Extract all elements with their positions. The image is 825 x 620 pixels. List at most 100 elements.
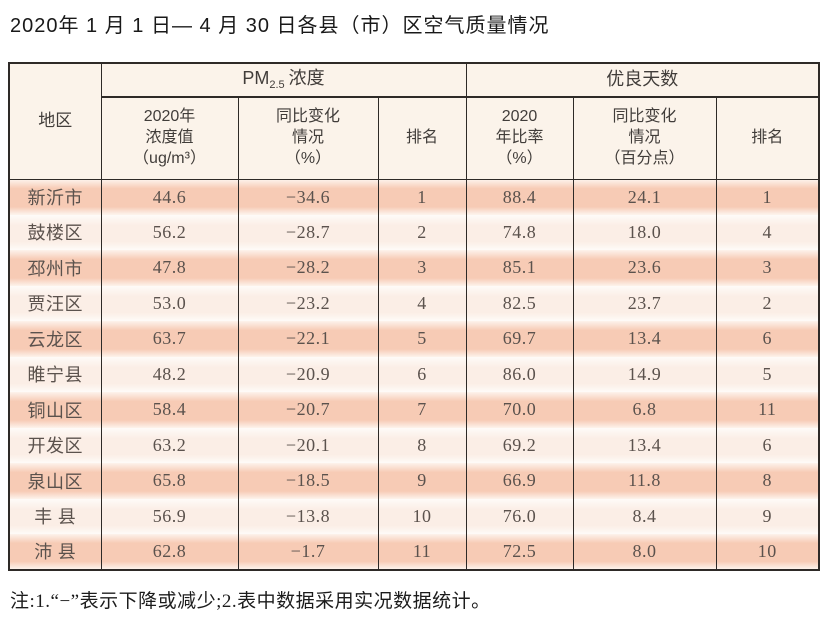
cell-days-rate: 70.0 [465,392,574,428]
cell-pm-value: 58.4 [100,392,239,428]
table-row: 邳州市 47.8 −28.2 3 85.1 23.6 3 [8,250,820,286]
table-row: 睢宁县 48.2 −20.9 6 86.0 14.9 5 [8,356,820,392]
cell-pm-change: −1.7 [237,534,379,570]
air-quality-table: 地区 PM2.5 浓度 优良天数 2020年 浓度值 （ug/m³） 同比变化 情… [8,62,820,571]
table-body: 新沂市 44.6 −34.6 1 88.4 24.1 1 鼓楼区 56.2 −2… [8,179,820,570]
pm25-label-rest: 浓度 [288,68,325,89]
cell-days-rate: 66.9 [465,463,574,499]
cell-pm-value: 65.8 [100,463,239,499]
cell-region: 开发区 [8,427,102,463]
cell-days-rank: 4 [715,214,820,250]
cell-pm-rank: 3 [377,250,467,286]
pm25-label-sub: 2.5 [269,79,285,92]
cell-pm-change: −23.2 [237,285,379,321]
cell-region: 鼓楼区 [8,214,102,250]
cell-days-rank: 5 [715,356,820,392]
cell-pm-value: 44.6 [100,179,239,215]
header-days-rate: 2020 年比率 （%） [465,96,574,180]
cell-days-change: 11.8 [572,463,717,499]
cell-pm-rank: 9 [377,463,467,499]
header-region: 地区 [8,62,102,180]
header-pm-value: 2020年 浓度值 （ug/m³） [100,96,239,180]
table-row: 铜山区 58.4 −20.7 7 70.0 6.8 11 [8,392,820,428]
cell-pm-change: −22.1 [237,321,379,357]
cell-region: 睢宁县 [8,356,102,392]
cell-region: 铜山区 [8,392,102,428]
cell-region: 贾汪区 [8,285,102,321]
table-row: 开发区 63.2 −20.1 8 69.2 13.4 6 [8,427,820,463]
cell-days-rate: 86.0 [465,356,574,392]
cell-days-change: 13.4 [572,427,717,463]
cell-region: 新沂市 [8,179,102,215]
cell-pm-change: −20.7 [237,392,379,428]
cell-days-rank: 8 [715,463,820,499]
cell-pm-rank: 1 [377,179,467,215]
header-pm-rank: 排名 [377,96,467,180]
table-row: 新沂市 44.6 −34.6 1 88.4 24.1 1 [8,179,820,215]
cell-days-rank: 11 [715,392,820,428]
cell-days-rate: 69.2 [465,427,574,463]
cell-pm-value: 47.8 [100,250,239,286]
table-row: 泉山区 65.8 −18.5 9 66.9 11.8 8 [8,463,820,499]
cell-days-rank: 9 [715,498,820,534]
cell-pm-value: 63.7 [100,321,239,357]
cell-pm-rank: 11 [377,534,467,570]
cell-pm-change: −13.8 [237,498,379,534]
cell-region: 泉山区 [8,463,102,499]
cell-region: 沛 县 [8,534,102,570]
table-header: 地区 PM2.5 浓度 优良天数 2020年 浓度值 （ug/m³） 同比变化 情… [8,62,820,180]
cell-days-rate: 85.1 [465,250,574,286]
cell-days-change: 6.8 [572,392,717,428]
cell-days-rank: 6 [715,427,820,463]
cell-pm-rank: 7 [377,392,467,428]
cell-pm-value: 56.2 [100,214,239,250]
cell-days-rate: 76.0 [465,498,574,534]
header-group-good-days: 优良天数 [465,62,820,98]
cell-days-rank: 3 [715,250,820,286]
cell-days-rank: 1 [715,179,820,215]
cell-days-change: 24.1 [572,179,717,215]
footnote: 注:1.“−”表示下降或减少;2.表中数据采用实况数据统计。 [10,591,491,612]
cell-pm-value: 48.2 [100,356,239,392]
header-days-rank: 排名 [715,96,820,180]
cell-pm-value: 63.2 [100,427,239,463]
cell-days-rank: 10 [715,534,820,570]
header-days-change: 同比变化 情况 （百分点） [572,96,717,180]
cell-days-rate: 69.7 [465,321,574,357]
cell-pm-change: −20.9 [237,356,379,392]
cell-region: 云龙区 [8,321,102,357]
cell-days-change: 18.0 [572,214,717,250]
cell-pm-rank: 6 [377,356,467,392]
cell-days-change: 8.4 [572,498,717,534]
cell-pm-rank: 8 [377,427,467,463]
cell-pm-rank: 2 [377,214,467,250]
cell-pm-change: −18.5 [237,463,379,499]
table-row: 丰 县 56.9 −13.8 10 76.0 8.4 9 [8,498,820,534]
cell-pm-rank: 10 [377,498,467,534]
cell-days-change: 23.6 [572,250,717,286]
cell-pm-value: 56.9 [100,498,239,534]
pm25-label-main: PM [242,68,270,89]
header-pm-change: 同比变化 情况 （%） [237,96,379,180]
cell-days-change: 13.4 [572,321,717,357]
cell-days-change: 14.9 [572,356,717,392]
cell-days-rank: 2 [715,285,820,321]
cell-pm-rank: 5 [377,321,467,357]
table-row: 云龙区 63.7 −22.1 5 69.7 13.4 6 [8,321,820,357]
cell-days-rate: 82.5 [465,285,574,321]
header-group-pm25: PM2.5 浓度 [100,62,467,98]
cell-days-change: 23.7 [572,285,717,321]
cell-pm-change: −28.7 [237,214,379,250]
cell-region: 邳州市 [8,250,102,286]
cell-pm-value: 53.0 [100,285,239,321]
cell-days-rate: 88.4 [465,179,574,215]
cell-pm-change: −20.1 [237,427,379,463]
cell-region: 丰 县 [8,498,102,534]
cell-days-rate: 74.8 [465,214,574,250]
cell-days-change: 8.0 [572,534,717,570]
table-row: 贾汪区 53.0 −23.2 4 82.5 23.7 2 [8,285,820,321]
table-row: 鼓楼区 56.2 −28.7 2 74.8 18.0 4 [8,214,820,250]
cell-pm-rank: 4 [377,285,467,321]
page-title: 2020年 1 月 1 日— 4 月 30 日各县（市）区空气质量情况 [10,15,550,37]
cell-days-rate: 72.5 [465,534,574,570]
